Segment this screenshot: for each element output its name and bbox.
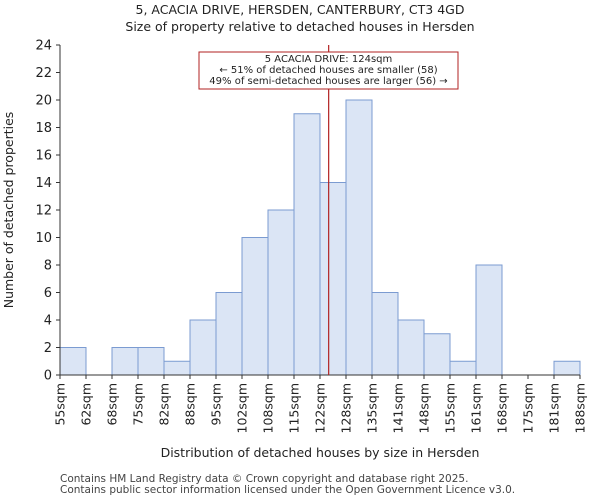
histogram-bar xyxy=(241,237,269,376)
histogram-bar xyxy=(319,182,347,376)
y-tick-label: 14 xyxy=(35,176,52,191)
histogram-bar xyxy=(111,347,139,376)
y-tick-label: 2 xyxy=(44,341,52,356)
x-tick-label: 188sqm xyxy=(573,383,588,433)
x-tick-label: 181sqm xyxy=(547,383,562,433)
x-tick-label: 161sqm xyxy=(469,383,484,433)
x-tick-label: 108sqm xyxy=(261,383,276,433)
x-tick-label: 55sqm xyxy=(53,383,68,426)
x-tick-label: 82sqm xyxy=(157,383,172,426)
x-tick-label: 175sqm xyxy=(521,383,536,433)
y-tick-label: 22 xyxy=(35,66,52,81)
footer-copyright: Contains HM Land Registry data © Crown c… xyxy=(60,473,469,485)
x-tick-label: 68sqm xyxy=(105,383,120,426)
footer-licence: Contains public sector information licen… xyxy=(60,484,516,496)
x-tick-label: 62sqm xyxy=(79,383,94,426)
histogram-bar xyxy=(423,333,451,376)
annotation-larger: 49% of semi-detached houses are larger (… xyxy=(209,76,447,87)
y-tick-label: 24 xyxy=(35,39,52,54)
y-tick-label: 10 xyxy=(35,231,52,246)
x-tick-label: 102sqm xyxy=(235,383,250,433)
histogram-bar xyxy=(397,319,425,376)
x-tick-label: 75sqm xyxy=(131,383,146,426)
y-tick-label: 4 xyxy=(44,314,52,329)
annotation-box xyxy=(198,51,459,90)
x-tick-label: 135sqm xyxy=(365,383,380,433)
histogram-bar xyxy=(267,209,295,376)
x-axis-title: Distribution of detached houses by size … xyxy=(161,445,480,460)
chart-title-address: 5, ACACIA DRIVE, HERSDEN, CANTERBURY, CT… xyxy=(135,2,465,17)
histogram-bar xyxy=(215,292,243,376)
x-tick-label: 128sqm xyxy=(339,383,354,433)
histogram-bar xyxy=(59,347,87,376)
annotation-smaller: ← 51% of detached houses are smaller (58… xyxy=(219,65,437,76)
histogram-bar xyxy=(553,360,581,376)
y-tick-label: 8 xyxy=(44,259,52,274)
histogram-bar xyxy=(137,347,165,376)
chart-subtitle: Size of property relative to detached ho… xyxy=(125,19,475,34)
y-tick-label: 12 xyxy=(35,204,52,219)
y-tick-label: 20 xyxy=(35,94,52,109)
y-tick-label: 0 xyxy=(44,369,52,384)
annotation-title: 5 ACACIA DRIVE: 124sqm xyxy=(265,54,393,65)
x-tick-label: 155sqm xyxy=(443,383,458,433)
x-tick-label: 88sqm xyxy=(183,383,198,426)
x-tick-label: 141sqm xyxy=(391,383,406,433)
histogram-bar xyxy=(371,292,399,376)
histogram-bar xyxy=(293,113,321,376)
y-tick-label: 16 xyxy=(35,149,52,164)
x-tick-label: 115sqm xyxy=(287,383,302,433)
histogram-bar xyxy=(475,264,503,376)
x-tick-label: 148sqm xyxy=(417,383,432,433)
x-tick-label: 95sqm xyxy=(209,383,224,426)
y-tick-label: 6 xyxy=(44,286,52,301)
x-tick-label: 168sqm xyxy=(495,383,510,433)
histogram-bar xyxy=(345,99,373,376)
x-tick-label: 122sqm xyxy=(313,383,328,433)
histogram-bar xyxy=(449,360,477,376)
y-tick-label: 18 xyxy=(35,121,52,136)
y-axis-title: Number of detached properties xyxy=(1,112,16,309)
histogram-bar xyxy=(163,360,191,376)
histogram-bar xyxy=(189,319,217,376)
